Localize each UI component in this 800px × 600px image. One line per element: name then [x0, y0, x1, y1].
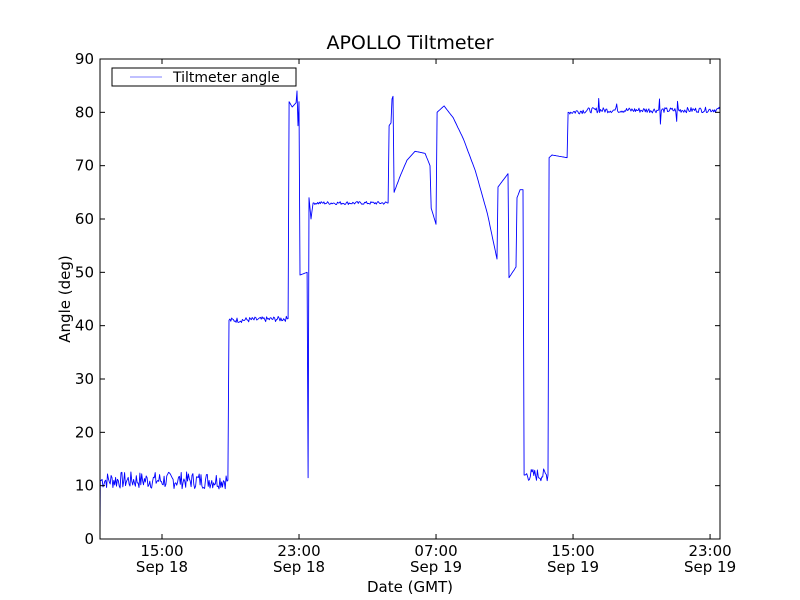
y-tick-label: 0 [84, 530, 94, 548]
x-tick-date-label: Sep 19 [684, 558, 736, 576]
x-tick-time-label: 15:00 [551, 542, 594, 560]
x-tick-date-label: Sep 18 [136, 558, 188, 576]
y-tick-label: 60 [75, 210, 94, 228]
y-tick-label: 90 [75, 50, 94, 68]
x-tick-date-label: Sep 18 [273, 558, 325, 576]
series-line-tiltmeter-angle [99, 90, 721, 540]
x-tick-time-label: 23:00 [277, 542, 320, 560]
x-tick-time-label: 23:00 [688, 542, 731, 560]
x-axis-label: Date (GMT) [367, 578, 453, 596]
legend: Tiltmeter angle [111, 67, 297, 87]
y-tick-label: 10 [75, 477, 94, 495]
y-tick-label: 80 [75, 103, 94, 121]
y-tick-label: 20 [75, 423, 94, 441]
chart-title: APOLLO Tiltmeter [326, 32, 493, 54]
legend-entry-label: Tiltmeter angle [172, 70, 280, 86]
y-tick-label: 30 [75, 370, 94, 388]
y-tick-label: 50 [75, 263, 94, 281]
x-tick-date-label: Sep 19 [410, 558, 462, 576]
y-axis-label: Angle (deg) [56, 255, 74, 342]
x-tick-time-label: 07:00 [414, 542, 457, 560]
series-group [99, 90, 721, 540]
y-tick-label: 40 [75, 317, 94, 335]
x-tick-date-label: Sep 19 [547, 558, 599, 576]
legend-box [111, 67, 297, 87]
x-tick-time-label: 15:00 [140, 542, 183, 560]
y-tick-label: 70 [75, 157, 94, 175]
plot-frame [99, 58, 721, 540]
